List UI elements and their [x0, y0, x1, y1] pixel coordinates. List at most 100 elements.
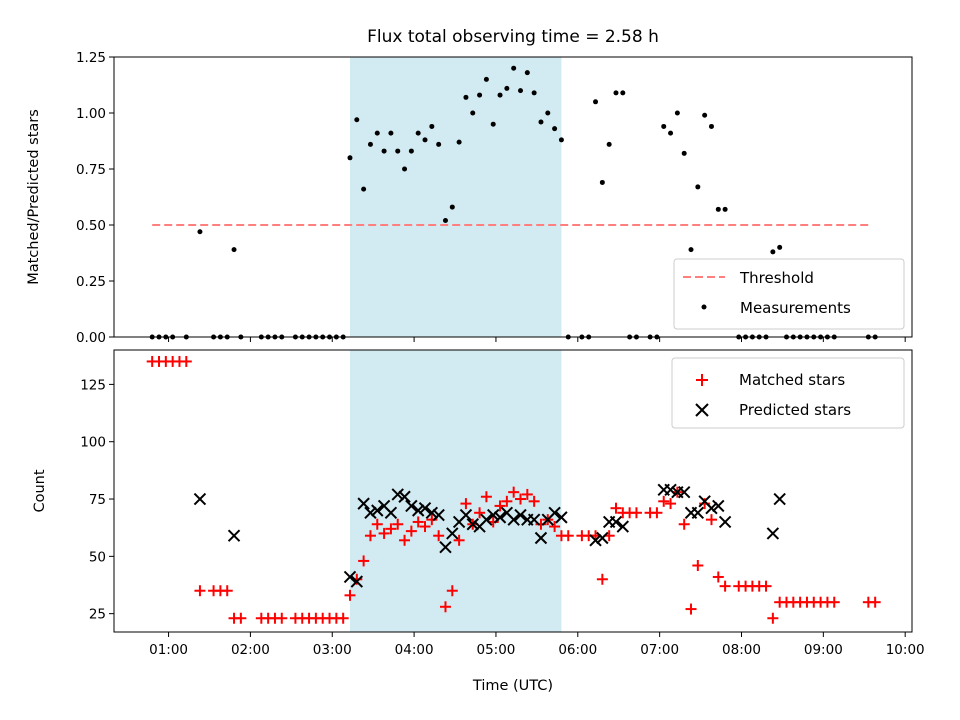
matched-star-point: [521, 488, 533, 500]
top-y-ticks: 0.00 0.25 0.50 0.75 1.00 1.25: [76, 50, 114, 346]
measurement-point: [456, 139, 462, 145]
matched-star-point: [180, 355, 192, 367]
measurement-point: [620, 90, 626, 96]
top-span: [349, 57, 562, 337]
matched-star-point: [446, 585, 458, 597]
measurement-point: [395, 148, 401, 154]
matched-star-point: [501, 495, 513, 507]
predicted-star-point: [350, 575, 364, 588]
matched-star-point: [562, 530, 574, 542]
measurement-point: [668, 130, 674, 136]
measurement-point: [449, 204, 455, 210]
measurement-point: [504, 85, 510, 91]
measurement-point: [708, 123, 714, 129]
predicted-star-point: [527, 513, 541, 526]
matched-star-point: [678, 518, 690, 530]
predicted-star-point: [589, 534, 602, 547]
matched-star-point: [194, 585, 206, 597]
measurement-point: [545, 110, 551, 116]
bottom-y-ticks: 25 50 75 100 125: [80, 377, 114, 623]
measurement-point: [381, 148, 387, 154]
bottom-span: [349, 350, 562, 632]
top-ylabel: Matched/Predicted stars: [26, 109, 42, 285]
measurement-point: [374, 130, 380, 136]
top-y-tick-label: 1.25: [76, 50, 106, 66]
measurement-point: [688, 247, 694, 253]
matched-star-point: [439, 601, 451, 613]
predicted-star-point: [493, 511, 507, 524]
predicted-star-point: [357, 497, 370, 510]
measurement-point: [354, 117, 360, 123]
matched-star-point: [344, 589, 356, 601]
matched-star-point: [549, 521, 561, 533]
measurement-point: [442, 218, 448, 224]
predicted-star-point: [487, 508, 500, 522]
matched-star-point: [426, 514, 438, 526]
measurement-point: [722, 206, 728, 212]
top-y-tick-label: 1.00: [76, 106, 106, 122]
matched-star-point: [760, 580, 772, 592]
predicted-star-point: [534, 531, 548, 545]
bottom-x-tick-label: 04:00: [395, 642, 434, 658]
top-y-tick-label: 0.50: [76, 218, 106, 234]
matched-star-point: [392, 518, 404, 530]
legend-threshold-label: Threshold: [739, 269, 814, 287]
measurement-point: [599, 179, 605, 185]
predicted-star-point: [384, 506, 398, 519]
measurement-point: [681, 150, 687, 156]
predicted-star-point: [411, 504, 425, 517]
measurement-point: [552, 126, 558, 132]
measurement-point: [477, 92, 483, 98]
bottom-xlabel: Time (UTC): [472, 678, 553, 694]
matched-star-point: [658, 495, 670, 507]
predicted-star-point: [773, 492, 786, 506]
predicted-star-point: [227, 529, 241, 542]
measurement-point: [613, 90, 619, 96]
bottom-y-tick-label: 25: [89, 607, 106, 623]
measurement-point: [436, 141, 442, 147]
matched-star-point: [685, 603, 697, 615]
top-legend: Threshold Measurements: [673, 258, 905, 330]
measurement-point: [777, 244, 783, 250]
predicted-star-point: [555, 511, 568, 524]
measurement-point: [415, 130, 421, 136]
measurement-point: [695, 184, 701, 190]
top-legend-box: [673, 258, 905, 330]
measurement-point: [538, 119, 544, 125]
bottom-x-tick-label: 10:00: [886, 642, 925, 658]
measurement-point: [518, 88, 524, 94]
predicted-star-point: [439, 540, 452, 554]
measurement-point: [770, 249, 776, 255]
predicted-star-point: [425, 506, 439, 519]
matched-star-point: [460, 498, 472, 510]
matched-star-point: [474, 507, 486, 519]
matched-star-point: [869, 596, 881, 608]
matched-star-point: [412, 516, 424, 528]
measurement-point: [483, 76, 489, 82]
predicted-star-point: [705, 501, 718, 515]
predicted-star-point: [432, 508, 445, 522]
top-x-ticks: [168, 337, 906, 342]
predicted-star-point: [596, 531, 609, 545]
matched-star-point: [364, 530, 376, 542]
top-y-tick-label: 0.75: [76, 162, 106, 178]
matched-star-point: [358, 555, 370, 567]
matched-star-point: [508, 486, 520, 498]
predicted-star-point: [514, 508, 527, 522]
matched-star-point: [767, 612, 779, 624]
bottom-x-tick-label: 01:00: [149, 642, 188, 658]
predicted-star-point: [677, 485, 691, 499]
measurement-point: [524, 70, 530, 76]
legend-predicted-swatch: [695, 403, 709, 417]
predicted-star-point: [446, 527, 459, 540]
matched-star-point: [528, 495, 540, 507]
matched-star-point: [651, 507, 663, 519]
bottom-ylabel: Count: [32, 469, 48, 512]
matched-star-point: [596, 573, 608, 585]
predicted-star-point: [364, 506, 377, 519]
legend-matched-swatch: [696, 374, 708, 386]
bottom-legend: Matched stars Predicted stars: [671, 357, 905, 429]
matched-star-point: [378, 527, 390, 539]
matched-star-point: [276, 612, 288, 624]
